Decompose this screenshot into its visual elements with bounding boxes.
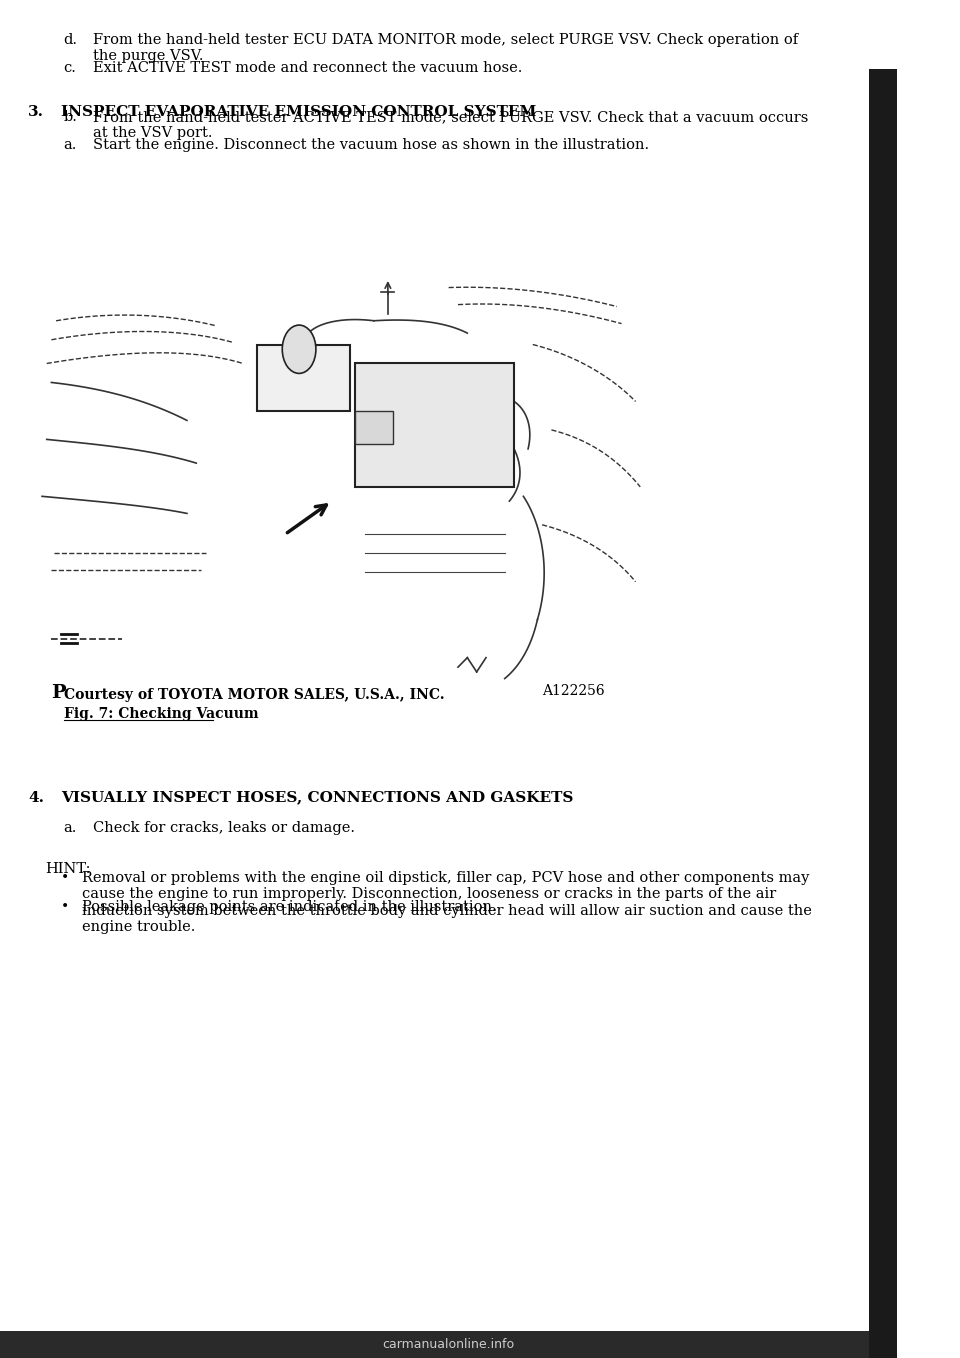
Text: Possible leakage points are indicated in the illustration.: Possible leakage points are indicated in… xyxy=(83,899,497,914)
Circle shape xyxy=(282,325,316,373)
Text: INSPECT EVAPORATIVE EMISSION CONTROL SYSTEM: INSPECT EVAPORATIVE EMISSION CONTROL SYS… xyxy=(60,106,536,120)
FancyBboxPatch shape xyxy=(355,364,514,488)
FancyBboxPatch shape xyxy=(355,411,393,444)
Text: carmanualonline.info: carmanualonline.info xyxy=(383,1338,515,1351)
Text: d.: d. xyxy=(63,33,78,48)
Text: From the hand-held tester ACTIVE TEST mode, select PURGE VSV. Check that a vacuu: From the hand-held tester ACTIVE TEST mo… xyxy=(93,110,809,140)
Text: •: • xyxy=(60,872,69,885)
Text: 3.: 3. xyxy=(28,106,44,120)
Text: a.: a. xyxy=(63,820,77,835)
Text: A122256: A122256 xyxy=(542,684,605,698)
FancyBboxPatch shape xyxy=(257,345,350,411)
Text: HINT:: HINT: xyxy=(45,862,90,876)
Text: •: • xyxy=(60,899,69,914)
Text: Fig. 7: Checking Vacuum: Fig. 7: Checking Vacuum xyxy=(63,708,258,721)
Text: Start the engine. Disconnect the vacuum hose as shown in the illustration.: Start the engine. Disconnect the vacuum … xyxy=(93,137,650,152)
Text: From the hand-held tester ECU DATA MONITOR mode, select PURGE VSV. Check operati: From the hand-held tester ECU DATA MONIT… xyxy=(93,33,799,64)
Text: 4.: 4. xyxy=(28,790,44,804)
Text: P: P xyxy=(52,684,66,702)
Text: Check for cracks, leaks or damage.: Check for cracks, leaks or damage. xyxy=(93,820,355,835)
Bar xyxy=(869,69,898,1358)
Text: Exit ACTIVE TEST mode and reconnect the vacuum hose.: Exit ACTIVE TEST mode and reconnect the … xyxy=(93,61,523,75)
Text: a.: a. xyxy=(63,137,77,152)
Text: VISUALLY INSPECT HOSES, CONNECTIONS AND GASKETS: VISUALLY INSPECT HOSES, CONNECTIONS AND … xyxy=(60,790,573,804)
Bar xyxy=(0,1331,898,1358)
Text: b.: b. xyxy=(63,110,78,124)
Text: Removal or problems with the engine oil dipstick, filler cap, PCV hose and other: Removal or problems with the engine oil … xyxy=(83,872,812,934)
Text: Courtesy of TOYOTA MOTOR SALES, U.S.A., INC.: Courtesy of TOYOTA MOTOR SALES, U.S.A., … xyxy=(63,689,444,702)
Text: c.: c. xyxy=(63,61,77,75)
